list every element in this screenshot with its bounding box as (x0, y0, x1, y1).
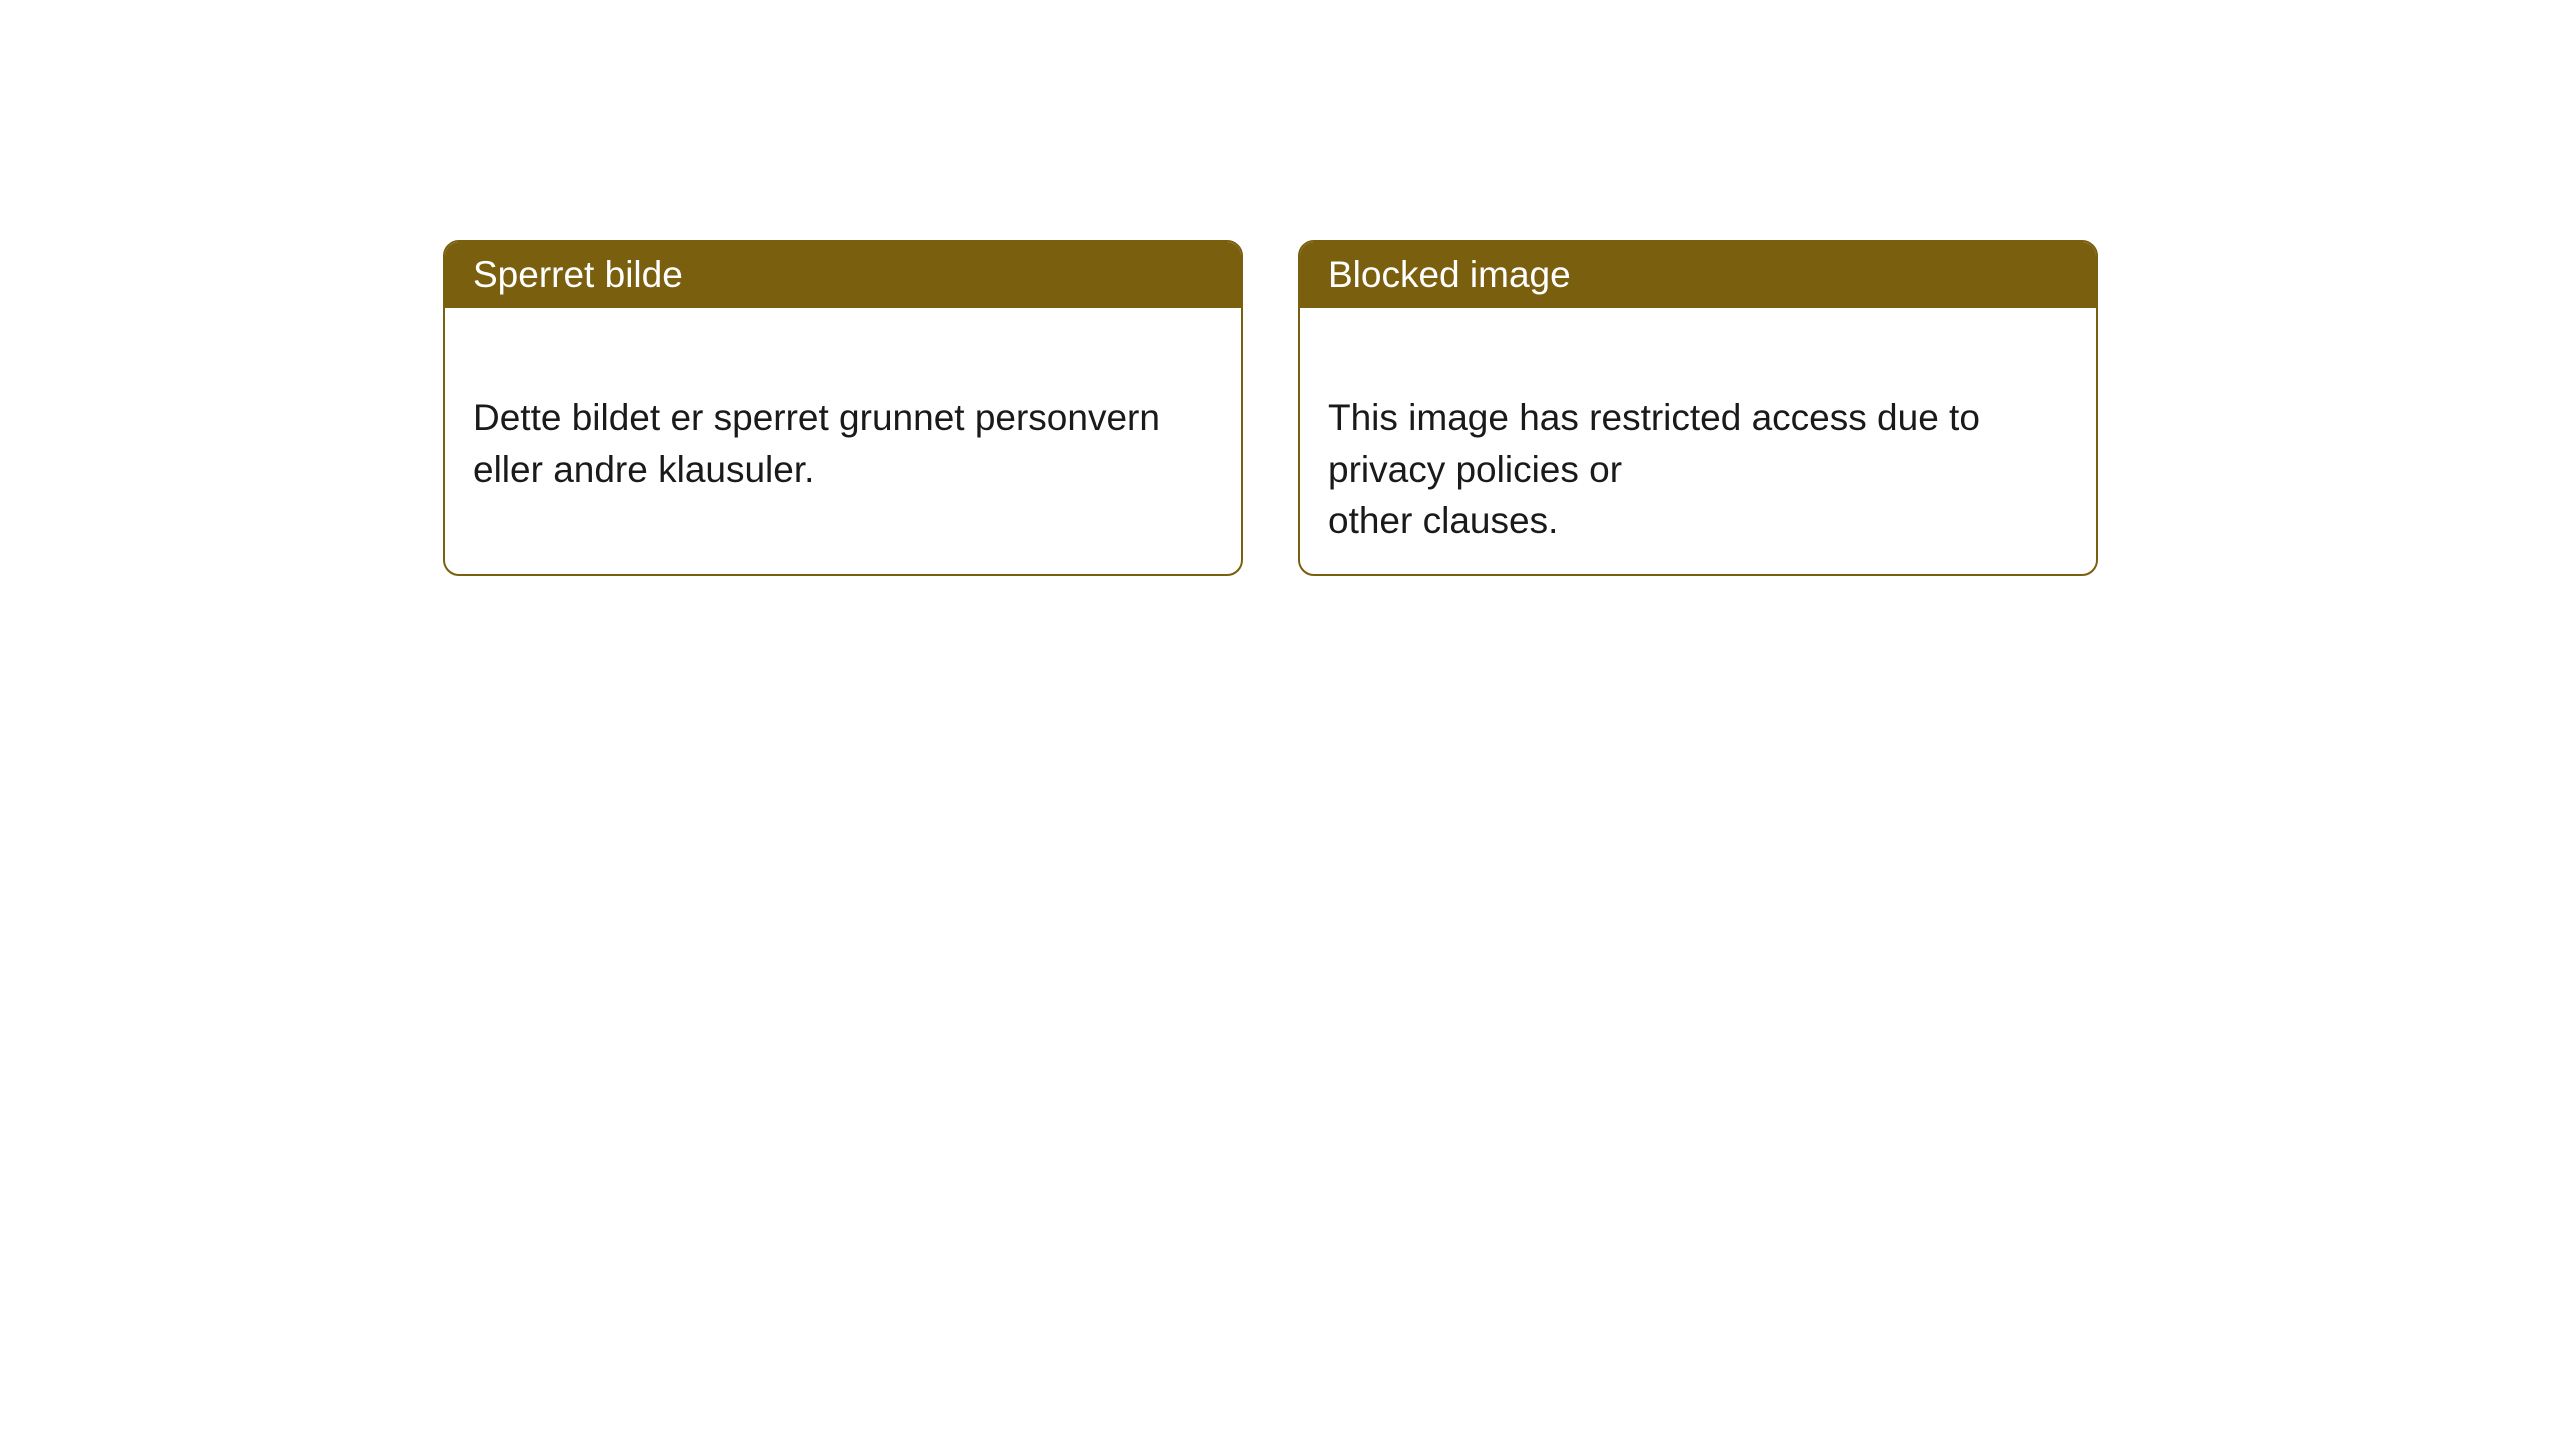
notice-card-header: Blocked image (1300, 242, 2096, 308)
notice-card-body: Dette bildet er sperret grunnet personve… (445, 308, 1241, 527)
notice-body-text: Dette bildet er sperret grunnet personve… (473, 397, 1160, 490)
notice-body-text: This image has restricted access due to … (1328, 397, 1980, 542)
notice-card-no: Sperret bilde Dette bildet er sperret gr… (443, 240, 1243, 576)
notice-card-body: This image has restricted access due to … (1300, 308, 2096, 576)
notice-card-en: Blocked image This image has restricted … (1298, 240, 2098, 576)
notice-container: Sperret bilde Dette bildet er sperret gr… (0, 0, 2560, 576)
notice-card-header: Sperret bilde (445, 242, 1241, 308)
notice-title: Sperret bilde (473, 254, 683, 295)
notice-title: Blocked image (1328, 254, 1571, 295)
